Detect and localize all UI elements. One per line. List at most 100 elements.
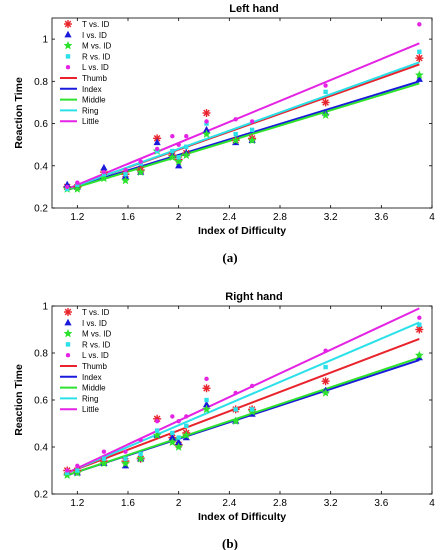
data-point xyxy=(154,428,160,433)
data-point xyxy=(323,89,328,95)
legend-marker xyxy=(63,329,73,338)
data-point xyxy=(99,458,109,468)
data-point xyxy=(414,70,424,79)
x-tick-label: 4 xyxy=(429,498,435,509)
x-axis-label: Index of Difficulty xyxy=(198,511,286,523)
data-point xyxy=(231,416,241,425)
series-r xyxy=(65,322,422,476)
data-point xyxy=(323,348,328,353)
data-point xyxy=(321,388,330,397)
legend: T vs. ID I vs. ID M vs. IDR vs. ID L vs. ID… xyxy=(60,20,112,126)
data-point xyxy=(170,148,175,154)
legend-entry: I vs. ID xyxy=(82,31,107,40)
legend-marker xyxy=(65,54,71,59)
x-tick-label: 4 xyxy=(429,212,435,223)
data-point xyxy=(65,468,70,473)
y-tick-label: 0.2 xyxy=(34,204,48,215)
legend-entry: M vs. ID xyxy=(82,330,112,339)
data-point xyxy=(121,175,130,185)
data-point xyxy=(202,400,211,408)
data-point xyxy=(101,456,107,461)
data-point xyxy=(123,167,128,173)
data-point xyxy=(175,438,183,445)
data-point xyxy=(174,442,184,451)
legend: T vs. ID I vs. ID M vs. IDR vs. ID L vs. ID… xyxy=(60,308,112,414)
legend-entry: T vs. ID xyxy=(82,20,110,29)
fit-line-little xyxy=(66,307,420,474)
x-tick-label: 1.6 xyxy=(121,498,135,509)
data-point xyxy=(121,458,130,468)
legend-entry: Ring xyxy=(82,394,98,403)
data-point xyxy=(233,390,238,396)
x-tick-label: 1.2 xyxy=(70,498,84,509)
legend-entry: Thumb xyxy=(82,362,107,371)
data-point xyxy=(249,383,255,389)
data-point xyxy=(75,468,80,473)
y-tick-label: 1 xyxy=(42,35,48,46)
x-axis-label: Index of Difficulty xyxy=(198,225,286,237)
data-point xyxy=(170,414,175,419)
data-point xyxy=(170,134,175,139)
data-point xyxy=(323,364,328,370)
data-point xyxy=(415,75,423,82)
data-point xyxy=(202,109,211,117)
figure-caption: (b) xyxy=(222,536,238,550)
data-point xyxy=(417,315,422,320)
data-point xyxy=(154,418,160,424)
legend-marker xyxy=(64,308,72,316)
data-point xyxy=(175,161,183,169)
x-tick-label: 3.2 xyxy=(324,498,338,509)
data-point xyxy=(176,142,181,147)
data-point xyxy=(184,134,189,139)
y-tick-label: 0.8 xyxy=(34,77,48,88)
data-point xyxy=(123,449,128,454)
data-point xyxy=(176,418,181,424)
legend-marker xyxy=(65,342,71,347)
data-point xyxy=(138,159,143,164)
data-point xyxy=(99,173,109,183)
data-point xyxy=(100,163,108,171)
legend-entry: Index xyxy=(82,85,102,94)
x-tick-label: 3.2 xyxy=(324,212,338,223)
data-point xyxy=(417,49,422,54)
x-tick-label: 1.6 xyxy=(121,212,135,223)
data-point xyxy=(184,414,189,419)
y-tick-label: 0.8 xyxy=(34,349,48,360)
data-point xyxy=(72,184,82,193)
data-point xyxy=(202,125,211,133)
data-point xyxy=(168,433,176,441)
data-point xyxy=(204,376,209,382)
data-point xyxy=(249,119,255,124)
x-tick-label: 2.8 xyxy=(273,212,287,223)
data-point xyxy=(417,22,422,27)
legend-marker xyxy=(64,20,72,28)
data-point xyxy=(321,110,330,119)
legend-marker xyxy=(64,30,72,38)
data-point xyxy=(249,407,255,412)
data-point xyxy=(138,437,143,443)
y-tick-label: 0.6 xyxy=(34,396,48,407)
data-point xyxy=(176,435,181,440)
data-point xyxy=(184,423,189,429)
data-point xyxy=(101,449,107,454)
chart-panel-1: 1.2 1.6 2 2.4 2.8 3.2 3.6 4 0.2 0.4 0.6 0.8 1 Left ha… xyxy=(13,3,435,265)
data-point xyxy=(65,470,70,476)
data-point xyxy=(75,463,80,468)
data-point xyxy=(247,135,257,145)
fit-line-little xyxy=(66,42,420,190)
data-point xyxy=(321,377,330,386)
data-point xyxy=(167,437,177,447)
data-point xyxy=(181,150,191,159)
data-point xyxy=(167,152,177,162)
y-tick-label: 0.2 xyxy=(34,490,48,501)
data-point xyxy=(181,430,191,439)
y-axis-label: Reaction Time xyxy=(13,77,25,149)
legend-entry: Little xyxy=(82,405,99,414)
data-point xyxy=(417,322,422,327)
chart-title: Right hand xyxy=(225,291,282,303)
legend-marker xyxy=(64,318,72,326)
legend-entry: R vs. ID xyxy=(82,340,111,349)
y-tick-label: 1 xyxy=(42,302,48,313)
data-point xyxy=(136,454,146,463)
